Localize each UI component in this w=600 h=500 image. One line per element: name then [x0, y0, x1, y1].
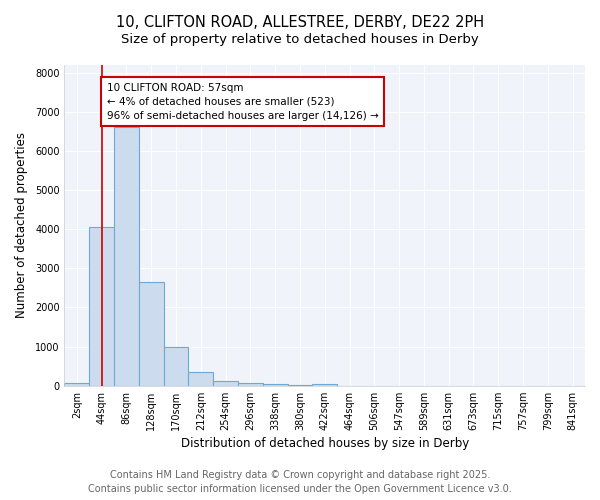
- Text: 10 CLIFTON ROAD: 57sqm
← 4% of detached houses are smaller (523)
96% of semi-det: 10 CLIFTON ROAD: 57sqm ← 4% of detached …: [107, 82, 379, 120]
- Bar: [188, 372, 213, 386]
- Bar: [313, 384, 337, 386]
- Bar: [114, 127, 139, 386]
- Bar: [213, 381, 238, 386]
- Bar: [263, 384, 287, 386]
- Bar: [89, 228, 114, 386]
- Bar: [238, 383, 263, 386]
- Text: Size of property relative to detached houses in Derby: Size of property relative to detached ho…: [121, 32, 479, 46]
- Bar: [287, 384, 313, 386]
- Bar: [164, 348, 188, 386]
- X-axis label: Distribution of detached houses by size in Derby: Distribution of detached houses by size …: [181, 437, 469, 450]
- Text: Contains HM Land Registry data © Crown copyright and database right 2025.
Contai: Contains HM Land Registry data © Crown c…: [88, 470, 512, 494]
- Y-axis label: Number of detached properties: Number of detached properties: [15, 132, 28, 318]
- Bar: [64, 384, 89, 386]
- Bar: [139, 282, 164, 386]
- Text: 10, CLIFTON ROAD, ALLESTREE, DERBY, DE22 2PH: 10, CLIFTON ROAD, ALLESTREE, DERBY, DE22…: [116, 15, 484, 30]
